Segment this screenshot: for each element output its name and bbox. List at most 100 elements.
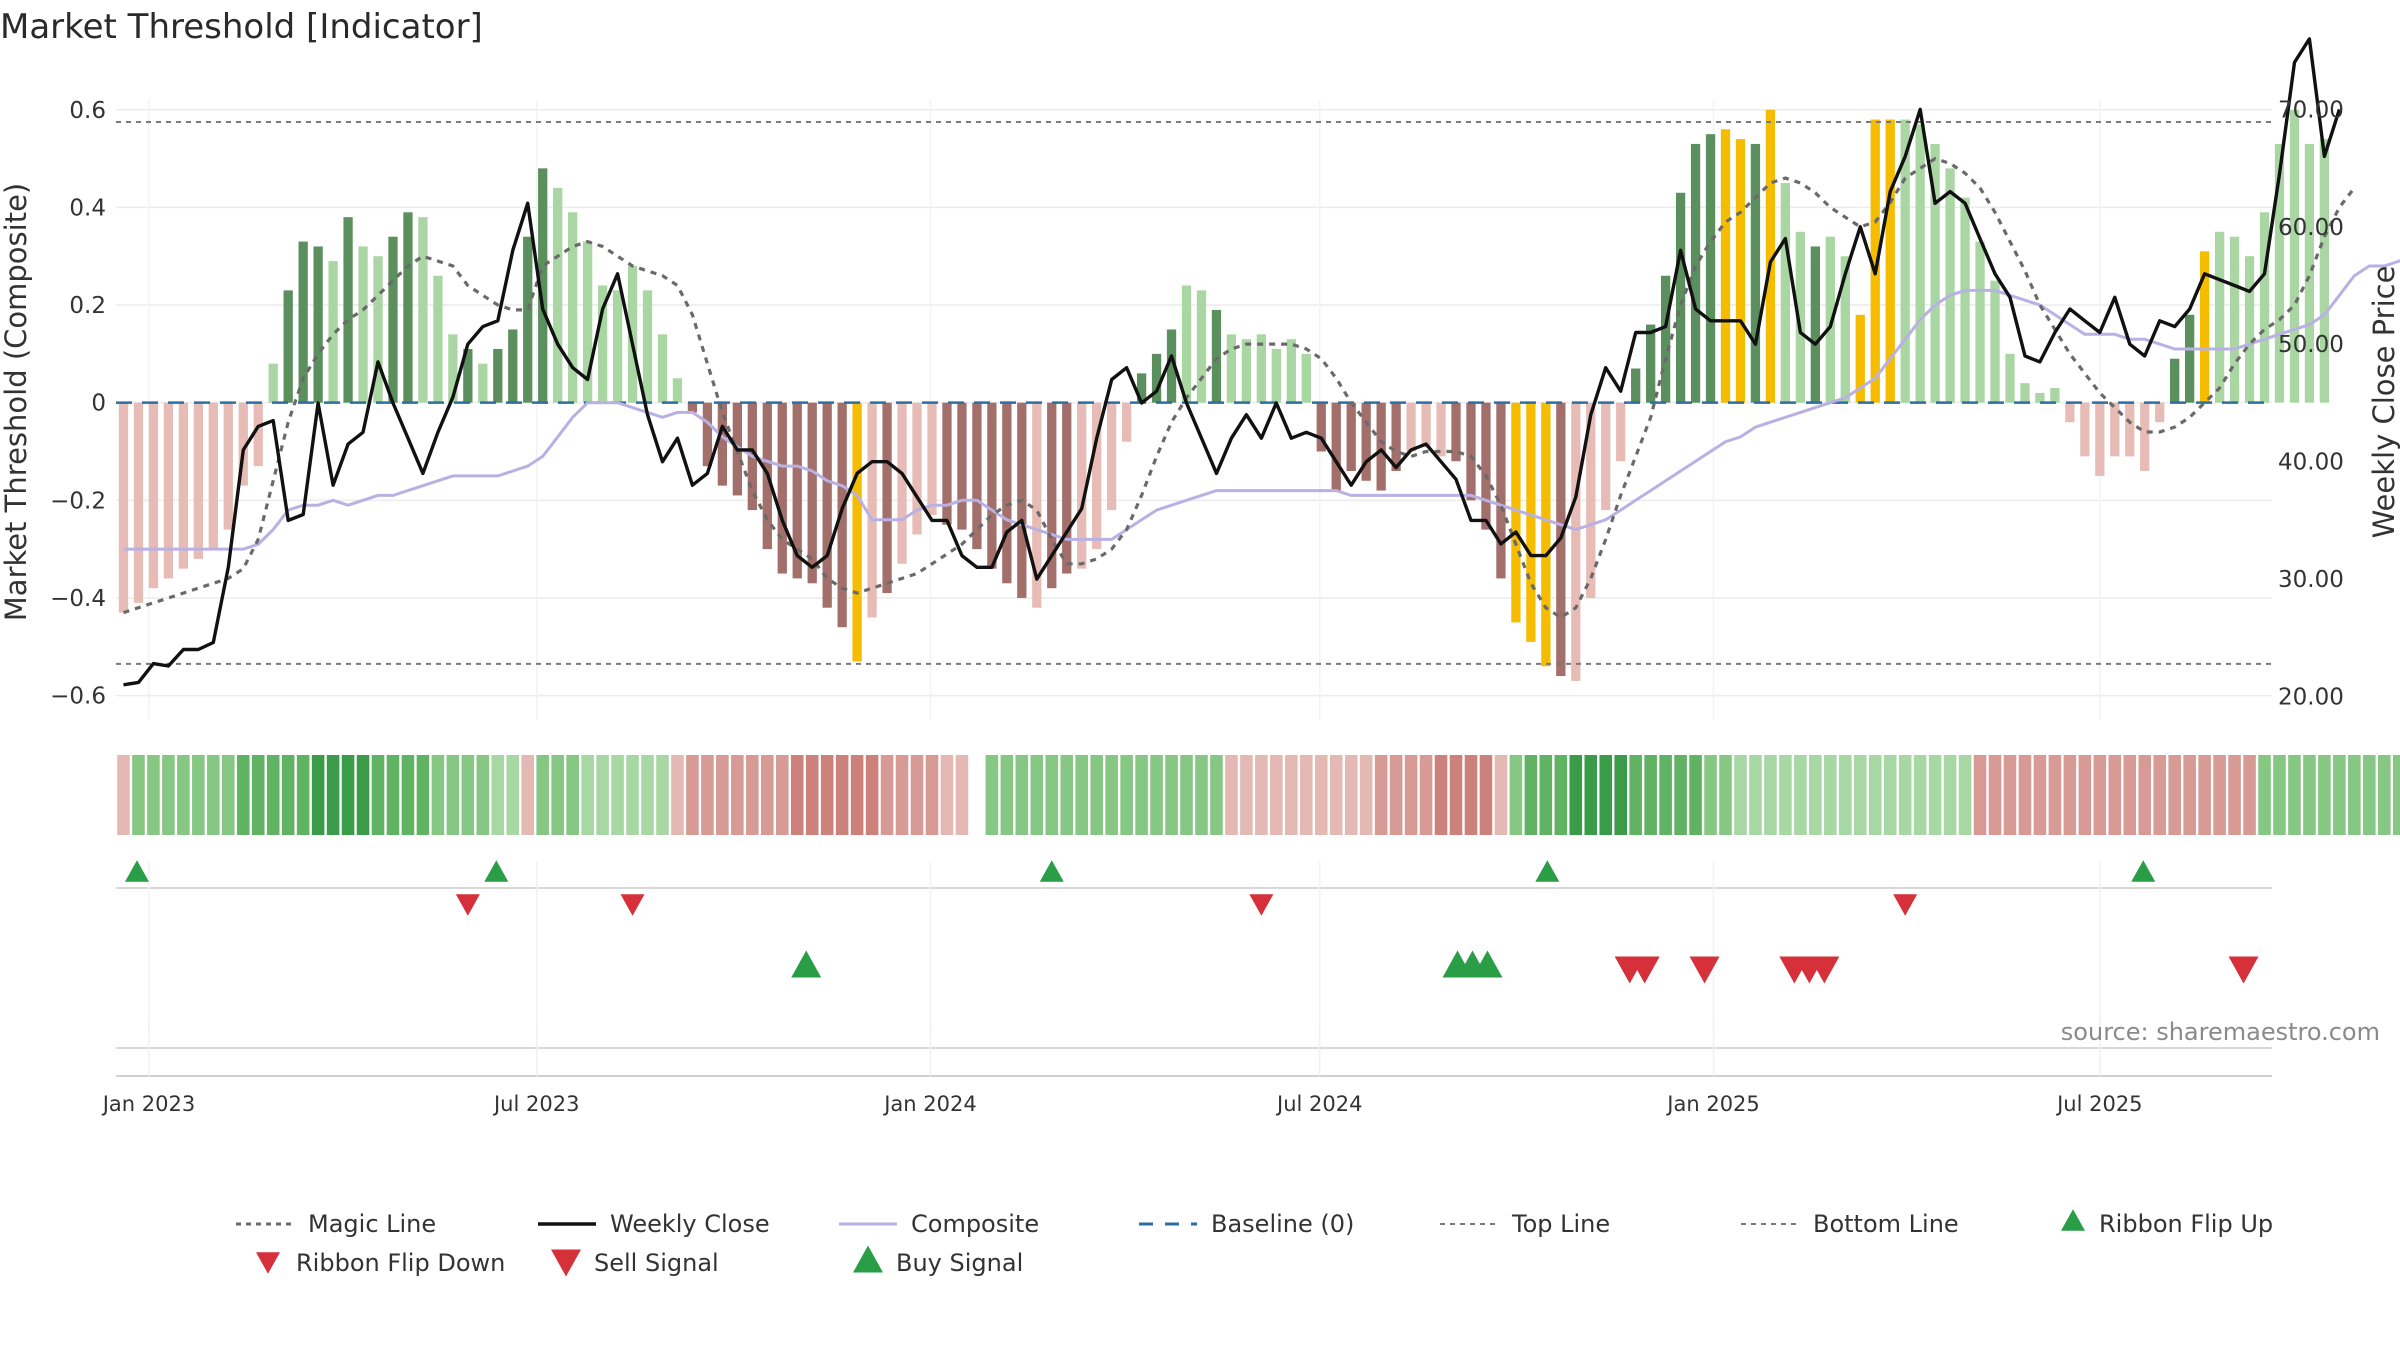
- ribbon-tile: [671, 755, 684, 835]
- composite-bar: [1151, 353, 1162, 403]
- ribbon-tile: [132, 755, 145, 835]
- composite-bar: [837, 402, 847, 628]
- composite-bar: [1885, 119, 1895, 403]
- ribbon-flip-down-marker: [620, 894, 645, 916]
- ribbon-flip-up-marker: [1039, 860, 1064, 882]
- composite-bar: [1930, 143, 1940, 403]
- composite-bar: [178, 402, 189, 569]
- ribbon-tile: [1794, 755, 1807, 835]
- ribbon-tile: [1389, 755, 1403, 835]
- x-tick-label: Jan 2023: [101, 1092, 196, 1116]
- ribbon-tile: [686, 755, 699, 835]
- y-tick-left-label: 0.4: [69, 195, 106, 221]
- ribbon-tile: [1973, 755, 1987, 835]
- composite-bar: [1720, 129, 1731, 403]
- ribbon-tile: [551, 755, 564, 835]
- ribbon-tile: [341, 755, 355, 835]
- ribbon-tile: [1000, 755, 1014, 835]
- ribbon-tile: [1180, 755, 1193, 835]
- ribbon-tile: [1539, 755, 1553, 835]
- ribbon-tile: [1374, 755, 1388, 835]
- composite-bar: [1795, 231, 1806, 403]
- ribbon-tile: [1120, 755, 1133, 835]
- ribbon-tile: [2228, 755, 2241, 835]
- ribbon-tile: [2258, 755, 2271, 835]
- y-axis-left-label: Market Threshold (Composite): [0, 183, 33, 621]
- composite-bar: [568, 212, 578, 403]
- composite-bar: [553, 187, 563, 403]
- composite-bar: [2155, 402, 2165, 423]
- composite-bar: [298, 241, 308, 403]
- ribbon-tile: [1824, 755, 1837, 835]
- y-tick-left-label: −0.4: [50, 586, 106, 612]
- ribbon-tile: [1479, 755, 1493, 835]
- ribbon-tile: [401, 755, 415, 835]
- ribbon-tile: [2348, 755, 2361, 835]
- composite-bar: [418, 217, 428, 403]
- ribbon-tile: [880, 755, 894, 835]
- ribbon-tile: [1225, 755, 1238, 835]
- composite-bar: [478, 363, 488, 403]
- composite-bar: [1121, 402, 1132, 442]
- ribbon-tile: [2363, 755, 2376, 835]
- composite-bar: [2319, 139, 2330, 403]
- ribbon-tile: [2303, 755, 2316, 835]
- composite-bar: [2244, 256, 2255, 403]
- sell-signal-marker: [1809, 956, 1840, 984]
- x-tick-label: Jul 2023: [492, 1092, 579, 1116]
- composite-bar: [1166, 329, 1177, 403]
- ribbon-tile: [2078, 755, 2092, 835]
- legend-label-magic-line: Magic Line: [308, 1210, 436, 1238]
- ribbon-tile: [1404, 755, 1418, 835]
- ribbon-tile: [1045, 755, 1059, 835]
- composite-bar: [148, 402, 159, 589]
- ribbon-flip-up-marker: [124, 860, 149, 882]
- ribbon-tile: [1314, 755, 1328, 835]
- ribbon-tile: [1569, 755, 1583, 835]
- legend-swatch-ribbon-flip-down: [256, 1252, 280, 1274]
- composite-bar: [627, 265, 638, 403]
- series-lines: [116, 37, 2400, 687]
- composite-bar: [1032, 402, 1042, 608]
- signal-markers: [116, 860, 2272, 1277]
- ribbon-tile: [656, 755, 669, 835]
- legend-label-ribbon-flip-up: Ribbon Flip Up: [2099, 1210, 2273, 1238]
- ribbon-tile: [1674, 755, 1687, 835]
- y-tick-right-label: 70.00: [2278, 97, 2344, 123]
- composite-bar: [313, 246, 323, 403]
- ribbon-tile: [266, 755, 280, 835]
- ribbon-tile: [2093, 755, 2107, 835]
- composite-bar: [2229, 236, 2240, 403]
- ribbon-tile: [476, 755, 490, 835]
- ribbon-tile: [925, 755, 939, 835]
- ribbon-tile: [2168, 755, 2181, 835]
- ribbon-tile: [416, 755, 430, 835]
- ribbon-tile: [1150, 755, 1163, 835]
- magic-line: [123, 156, 2356, 620]
- composite-bar: [2274, 143, 2285, 403]
- ribbon-tile: [2123, 755, 2137, 835]
- ribbon-tile: [1928, 755, 1942, 835]
- ribbon-tile: [1060, 755, 1074, 835]
- legend-label-baseline: Baseline (0): [1211, 1210, 1354, 1238]
- ribbon-tile: [536, 755, 549, 835]
- ribbon-tile: [1883, 755, 1897, 835]
- ribbon-tile: [850, 755, 864, 835]
- composite-bar: [1840, 256, 1850, 403]
- ribbon-tile: [1300, 755, 1313, 835]
- ribbon-tile: [1719, 755, 1732, 835]
- composite-bar: [1870, 119, 1880, 403]
- composite-bar: [1466, 402, 1476, 501]
- ribbon-tile: [701, 755, 714, 835]
- composite-bar: [1256, 334, 1267, 403]
- composite-bar: [2080, 402, 2090, 457]
- composite-bar: [1915, 124, 1925, 403]
- ribbon-tile: [1359, 755, 1373, 835]
- composite-bar: [2259, 212, 2270, 403]
- ribbon-tile: [1075, 755, 1088, 835]
- ribbon-tile: [2198, 755, 2211, 835]
- composite-bar: [1855, 314, 1865, 403]
- composite-bar: [1631, 368, 1641, 403]
- composite-bar: [133, 402, 144, 603]
- ribbon-flip-up-marker: [1535, 860, 1560, 882]
